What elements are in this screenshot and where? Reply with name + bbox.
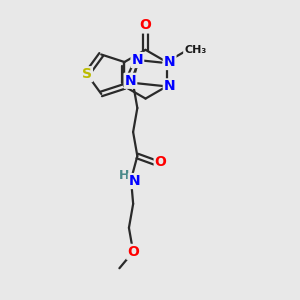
Text: O: O bbox=[155, 155, 167, 170]
Text: N: N bbox=[131, 53, 143, 67]
Text: O: O bbox=[140, 19, 152, 32]
Text: CH₃: CH₃ bbox=[184, 45, 206, 55]
Text: O: O bbox=[127, 245, 139, 259]
Text: N: N bbox=[124, 74, 136, 88]
Text: N: N bbox=[164, 80, 176, 93]
Text: N: N bbox=[129, 174, 140, 188]
Text: H: H bbox=[118, 169, 129, 182]
Text: N: N bbox=[164, 55, 176, 69]
Text: S: S bbox=[82, 67, 92, 81]
